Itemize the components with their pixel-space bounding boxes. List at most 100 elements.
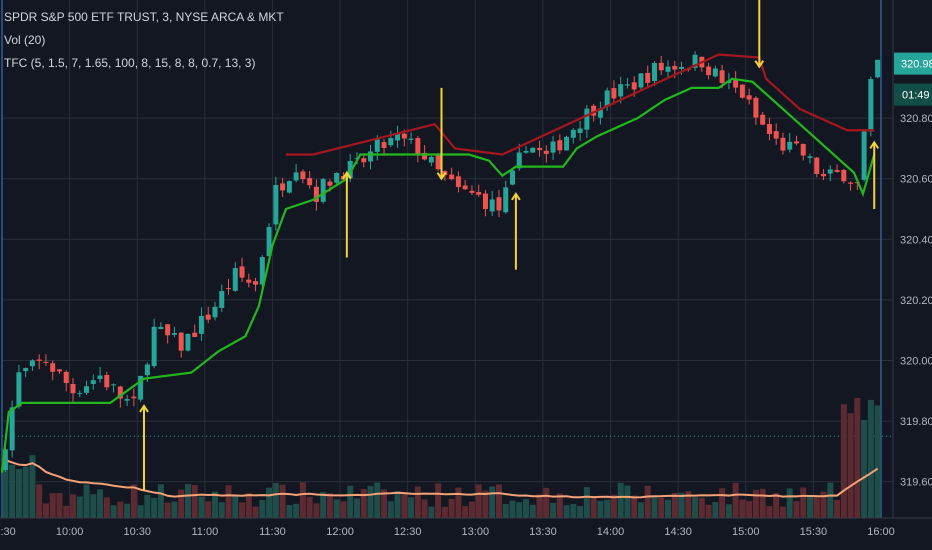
volume-bar [218, 502, 225, 518]
volume-bar [367, 485, 374, 518]
candle-body [807, 156, 813, 158]
volume-bar [631, 495, 638, 518]
volume-bar [448, 498, 455, 518]
candle-body [178, 332, 184, 351]
volume-bar [90, 494, 97, 518]
volume-bar [117, 501, 124, 518]
candle-body [719, 70, 725, 83]
candle-body [503, 187, 509, 213]
volume-bar [225, 485, 232, 518]
volume-bar [597, 500, 604, 518]
volume-bar [752, 490, 759, 518]
volume-bar [211, 491, 218, 518]
candle-body [253, 281, 259, 285]
candle-body [814, 157, 820, 174]
symbol-title[interactable]: SPDR S&P 500 ETF TRUST, 3, NYSE ARCA & M… [4, 10, 284, 24]
tfc-support-line [0, 77, 876, 473]
candle-body [77, 393, 83, 395]
candle-body [611, 88, 617, 99]
volume-bar [333, 499, 340, 518]
candle-body [875, 59, 881, 78]
volume-bar [509, 500, 516, 518]
volume-bar [475, 484, 482, 518]
candle-body [787, 141, 793, 150]
volume-bar [604, 499, 611, 518]
volume-bar [103, 497, 110, 518]
candle-body [63, 371, 69, 384]
price-tick-label: 319.80 [900, 416, 932, 428]
candle-body [212, 306, 218, 318]
candle-body [516, 152, 522, 169]
volume-bar [779, 506, 786, 518]
volume-bar [9, 464, 16, 518]
volume-bar [124, 503, 131, 518]
time-tick-label: 09:30 [0, 526, 16, 538]
volume-ma-line [5, 459, 879, 499]
candle-body [577, 128, 583, 133]
volume-bar [523, 499, 530, 518]
volume-bar [712, 502, 719, 518]
volume-bar [874, 405, 881, 518]
volume-bar [239, 502, 246, 518]
candle-body [90, 380, 96, 385]
candle-body [273, 184, 279, 225]
time-tick-label: 15:30 [800, 526, 828, 538]
volume-bar [232, 494, 239, 518]
volume-bar [624, 485, 631, 518]
candle-body [523, 150, 529, 153]
signal-arrow-head [139, 404, 149, 413]
time-tick-label: 14:30 [664, 526, 692, 538]
volume-bar [36, 484, 43, 518]
volume-bar [813, 496, 820, 518]
candle-body [104, 375, 110, 388]
volume-bar [495, 484, 502, 518]
last-price-badge [894, 52, 932, 75]
candle-body [158, 326, 164, 330]
candle-body [327, 181, 333, 186]
volume-bar [144, 494, 151, 518]
volume-bar [266, 487, 273, 518]
candle-body [658, 62, 664, 71]
volume-bar [867, 399, 874, 518]
volume-bar [847, 413, 854, 518]
signal-arrow-short [754, 0, 765, 69]
volume-bar [299, 482, 306, 518]
candle-body [631, 82, 637, 90]
volume-bar [502, 504, 509, 518]
volume-bar [421, 499, 428, 518]
candle-body [530, 147, 536, 153]
volume-bar [665, 499, 672, 518]
tfc-indicator-label[interactable]: TFC (5, 1.5, 7, 1.65, 100, 8, 15, 8, 8, … [4, 56, 256, 70]
candle-body [570, 129, 576, 138]
countdown-label: 01:49 [902, 90, 930, 102]
volume-bar [110, 505, 117, 518]
candle-body [665, 66, 671, 72]
candle-body [861, 131, 867, 180]
candle-body [347, 160, 353, 178]
volume-bar [563, 505, 570, 518]
candle-body [584, 108, 590, 130]
volume-bar [435, 483, 442, 518]
volume-bar [171, 501, 178, 518]
candle-body [313, 186, 319, 202]
volume-bar [69, 494, 76, 518]
signal-arrow-long [139, 404, 149, 491]
candle-body [293, 172, 299, 181]
candle-body [780, 137, 786, 151]
candle-body [753, 97, 759, 118]
volume-bar [617, 482, 624, 518]
candle-body [712, 68, 718, 77]
candle-body [36, 359, 42, 361]
volume-bar [49, 493, 56, 518]
candle-body [361, 158, 367, 163]
time-tick-label: 16:00 [867, 526, 895, 538]
volume-indicator-label[interactable]: Vol (20) [4, 33, 46, 47]
candle-body [638, 73, 644, 88]
volume-bar [313, 503, 320, 518]
signal-arrow-long [342, 170, 352, 258]
candle-body [300, 171, 306, 180]
candle-body [773, 131, 779, 139]
volume-bar [482, 490, 489, 518]
